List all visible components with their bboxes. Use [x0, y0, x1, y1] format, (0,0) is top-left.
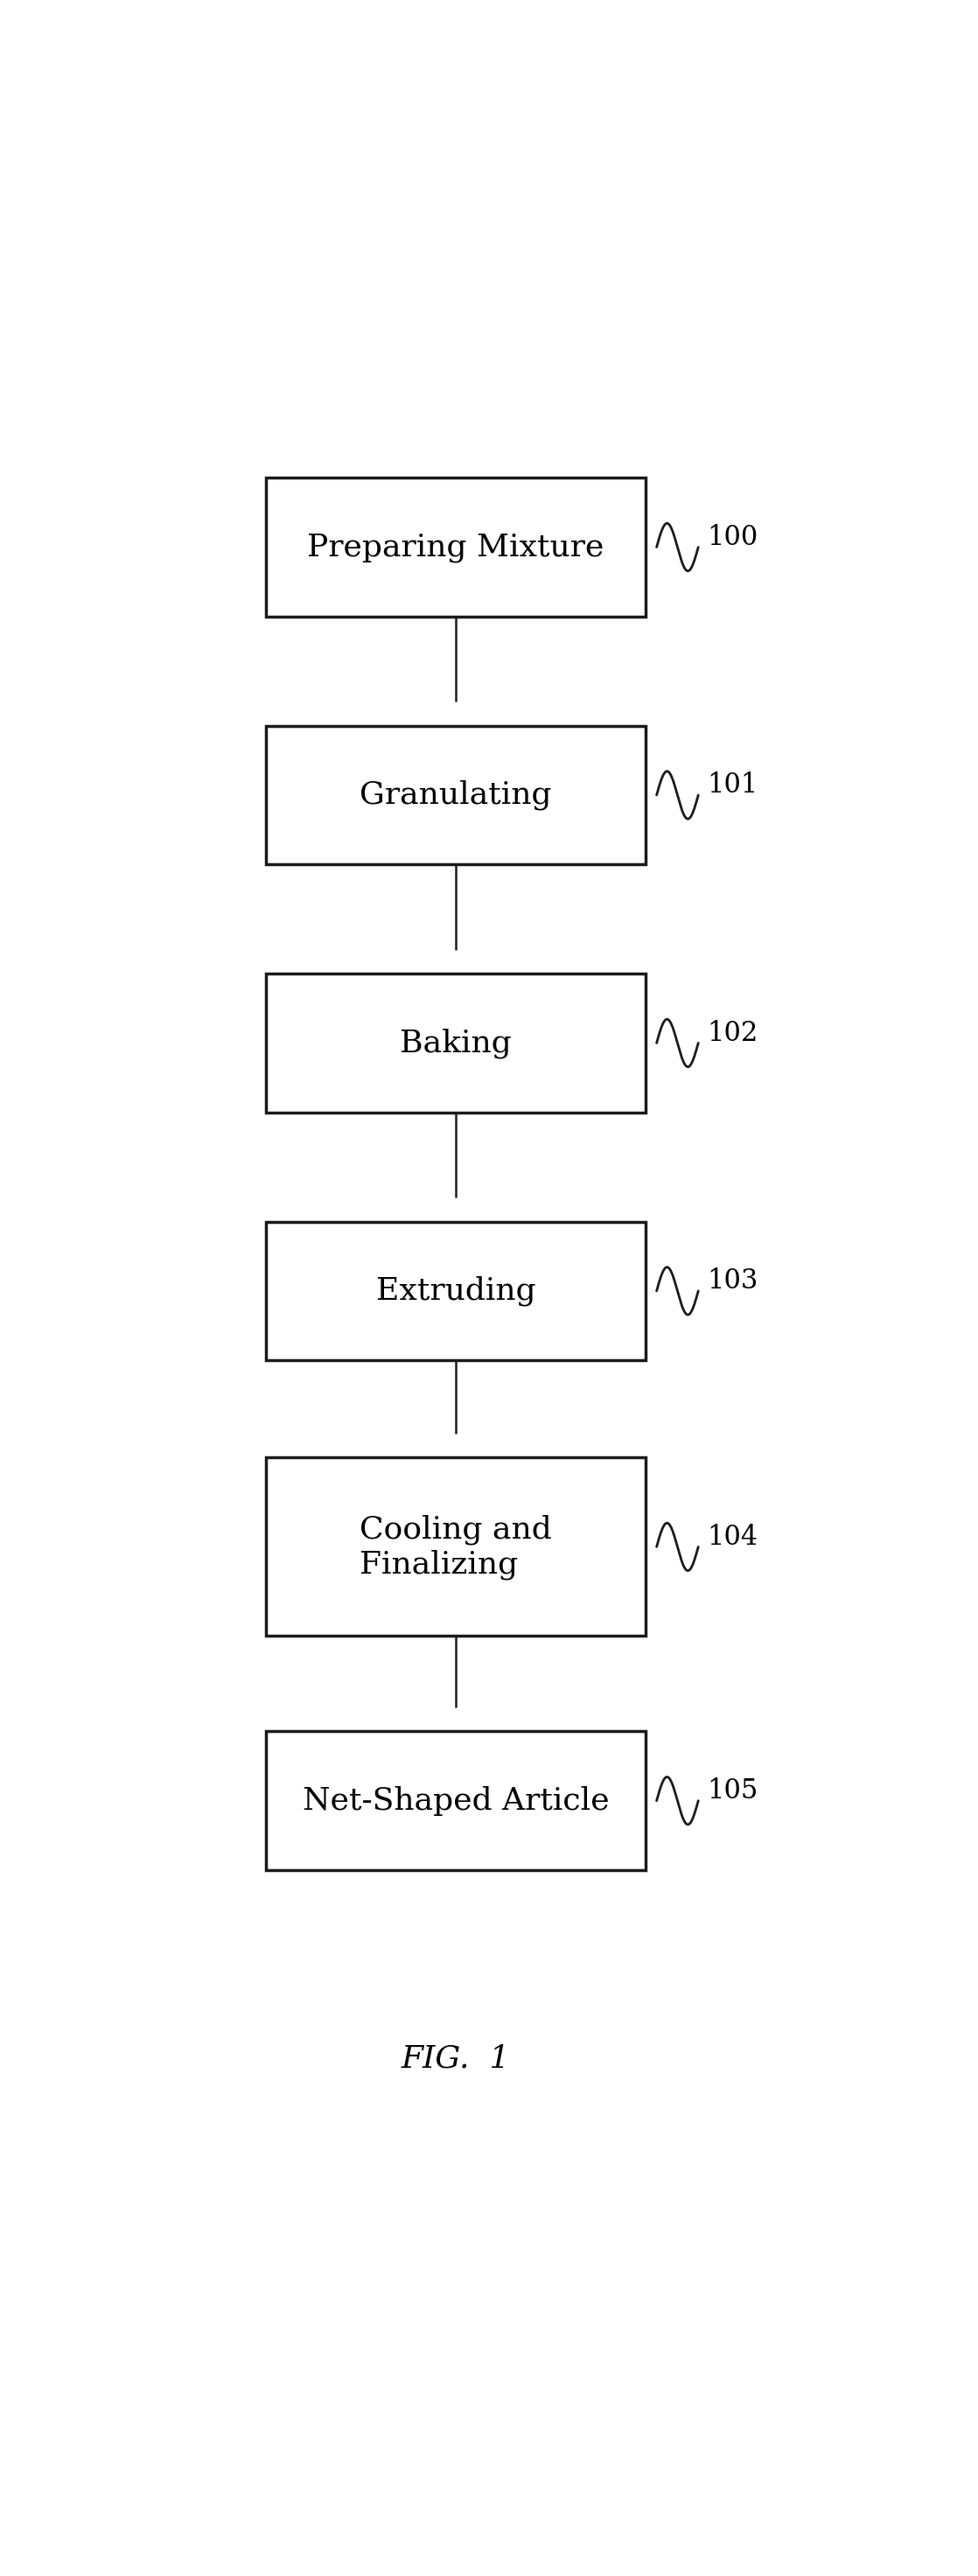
- Bar: [266, 974, 645, 1113]
- Text: 103: 103: [707, 1267, 759, 1296]
- Text: 100: 100: [707, 523, 758, 551]
- Text: Extruding: Extruding: [376, 1275, 536, 1306]
- Text: 102: 102: [707, 1020, 759, 1046]
- Text: Cooling and
Finalizing: Cooling and Finalizing: [360, 1515, 552, 1579]
- Bar: [266, 1458, 645, 1636]
- Text: 105: 105: [707, 1777, 759, 1803]
- Text: 101: 101: [707, 773, 759, 799]
- Text: Net-Shaped Article: Net-Shaped Article: [302, 1785, 609, 1816]
- Bar: [266, 726, 645, 866]
- Text: Preparing Mixture: Preparing Mixture: [307, 533, 604, 562]
- Text: FIG.  1: FIG. 1: [401, 2043, 511, 2074]
- Bar: [266, 1731, 645, 1870]
- Text: Granulating: Granulating: [360, 781, 552, 811]
- Text: Baking: Baking: [400, 1028, 511, 1059]
- Text: 104: 104: [707, 1522, 758, 1551]
- Bar: [266, 477, 645, 616]
- Bar: [266, 1221, 645, 1360]
